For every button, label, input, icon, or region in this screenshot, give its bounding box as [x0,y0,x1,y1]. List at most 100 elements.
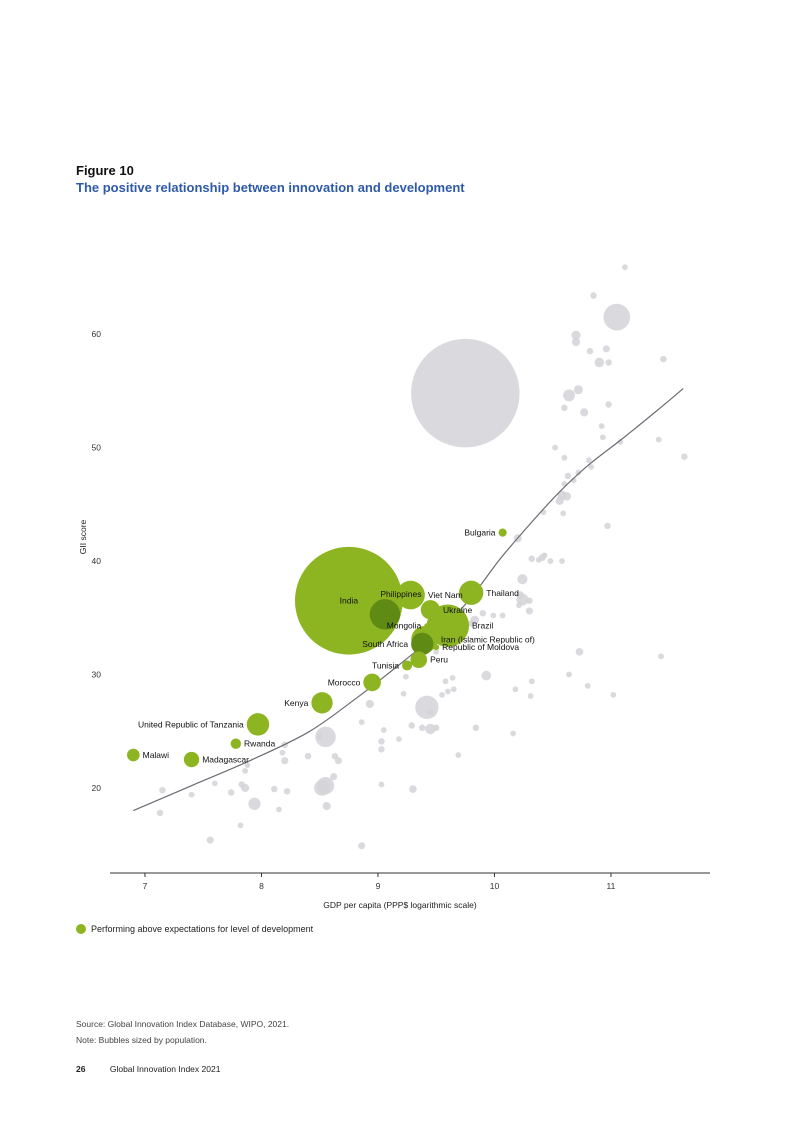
x-tick-label-7: 7 [143,881,148,891]
economy-bubble-110 [276,806,282,813]
economy-bubble-12 [563,389,576,402]
economy-bubble-85 [315,726,336,748]
economy-bubble-111 [156,809,164,817]
economy-bubble-9 [605,359,612,366]
source-note: Source: Global Innovation Index Database… [76,1019,290,1029]
x-tick-label-10: 10 [490,881,500,891]
economy-bubble-78 [472,724,480,732]
label-iran-islamic-republic-of: Iran (Islamic Republic of) [441,634,535,644]
x-tick-label-9: 9 [376,881,381,891]
economy-bubble-30 [555,496,564,505]
figure-title: The positive relationship between innova… [76,180,465,195]
economy-bubble-48 [525,607,533,615]
bubble-bulgaria [498,528,507,537]
economy-bubble-16 [598,423,605,429]
bubble-republic-of-moldova [433,644,440,651]
y-axis-ticks: 20 30 40 50 60 [92,329,102,793]
bubble-philippines [369,599,401,630]
label-republic-of-moldova: Republic of Moldova [442,642,519,652]
label-india: India [340,596,359,606]
label-philippines: Philippines [380,589,421,599]
economy-bubble-72 [427,708,434,716]
bubble-viet-nam [396,580,425,610]
economy-bubble-67 [439,691,445,698]
bubble-kenya [311,692,333,714]
x-tick-label-8: 8 [259,881,264,891]
bubble-ukraine [420,600,441,620]
economy-bubble-82 [378,738,385,745]
economy-bubble-50 [499,612,506,619]
economy-bubble-83 [378,746,385,753]
x-axis-label: GDP per capita (PPP$ logarithmic scale) [323,900,477,910]
bubble-madagascar [183,751,200,768]
economy-bubble-10 [660,355,667,363]
y-tick-label-60: 60 [92,329,102,339]
legend-label: Performing above expectations for level … [91,924,314,934]
economy-bubble-104 [241,783,250,793]
y-tick-label-30: 30 [92,669,102,679]
economy-bubble-81 [396,736,402,743]
economy-bubble-3 [590,292,597,299]
economy-bubble-18 [655,436,662,443]
economy-bubble-53 [575,647,584,656]
economy-bubble-79 [510,730,517,737]
label-kenya: Kenya [284,698,308,708]
economy-bubble-106 [283,788,291,795]
economy-bubble-103 [227,789,235,796]
economy-bubble-94 [242,767,249,774]
label-united-republic-of-tanzania: United Republic of Tanzania [138,719,244,729]
economy-bubble-7 [602,345,610,353]
economy-bubble-68 [444,688,451,695]
label-viet-nam: Viet Nam [428,590,463,600]
label-morocco: Morocco [328,677,361,687]
economy-bubble-2 [622,264,628,271]
economy-bubble-41 [559,558,565,564]
label-peru: Peru [430,655,448,665]
economy-bubble-26 [564,472,572,480]
economy-bubble-102 [188,791,195,798]
economy-bubble-31 [562,492,572,501]
economy-bubble-20 [552,444,558,451]
economy-bubble-93 [244,762,251,769]
label-brazil: Brazil [472,621,493,631]
publication-name: Global Innovation Index 2021 [109,1064,221,1074]
label-mongolia: Mongolia [387,621,422,631]
economy-bubble-14 [580,408,589,417]
economy-bubble-8 [586,347,594,355]
economy-bubble-56 [481,670,492,681]
economy-bubble-62 [512,686,519,693]
label-south-africa: South Africa [362,639,408,649]
economy-bubble-70 [365,699,374,709]
economy-bubble-112 [237,822,244,829]
economy-bubble-63 [527,693,534,699]
economy-bubble-66 [400,690,407,697]
economy-bubble-32 [560,510,567,517]
bubble-malawi [126,748,140,762]
x-axis-ticks: 7 8 9 10 11 [143,873,616,891]
economy-bubble-6 [594,357,605,368]
label-ukraine: Ukraine [443,605,473,615]
economy-bubble-95 [330,773,338,781]
economy-bubble-54 [658,653,664,660]
economy-bubble-109 [322,801,331,811]
economy-bubble-55 [433,648,440,655]
economy-bubble-52 [467,620,475,627]
label-thailand: Thailand [486,588,519,598]
page-number: 26 [76,1064,86,1074]
economy-bubble-75 [418,724,426,732]
economy-bubble-24 [588,463,595,470]
economy-bubble-0 [411,338,520,448]
bubble-thailand [459,580,484,605]
economy-bubble-105 [271,785,278,793]
economy-bubble-40 [547,558,554,564]
economy-bubble-65 [610,691,617,698]
economy-bubble-113 [206,836,214,844]
economy-bubble-37 [528,555,535,562]
economy-bubble-49 [490,612,497,619]
economy-bubble-60 [528,678,535,685]
economy-bubble-4 [571,330,581,340]
economy-bubble-108 [248,797,261,810]
bubble-united-republic-of-tanzania [246,713,270,736]
economy-bubble-59 [403,673,409,680]
